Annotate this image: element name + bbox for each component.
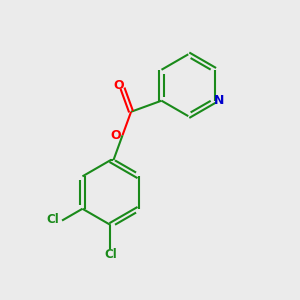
Text: N: N — [214, 94, 225, 107]
Text: O: O — [114, 79, 124, 92]
Text: Cl: Cl — [104, 248, 117, 261]
Text: O: O — [111, 129, 121, 142]
Text: Cl: Cl — [47, 213, 60, 226]
